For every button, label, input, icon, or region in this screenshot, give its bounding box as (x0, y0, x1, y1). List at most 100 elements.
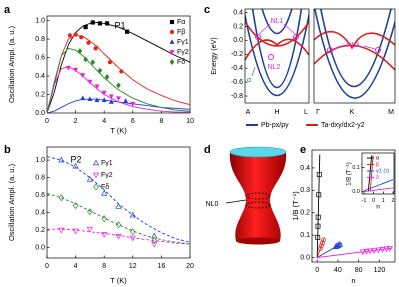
band (314, 9, 395, 99)
data-point (108, 99, 114, 104)
data-point (107, 60, 113, 65)
fit-line (46, 66, 190, 114)
annotation-arrow (258, 23, 271, 35)
x-tick-label: 1 (382, 198, 385, 204)
data-point (151, 237, 158, 245)
legend-marker (93, 183, 99, 191)
data-point (119, 69, 124, 74)
data-point (86, 40, 91, 45)
data-point (94, 97, 100, 102)
x-tick-label: 4 (74, 263, 78, 270)
data-point (79, 35, 84, 40)
k-labels: A H L Γ K M (246, 109, 394, 116)
x-tick-label: 2 (391, 198, 394, 204)
legend-label: β (376, 162, 379, 168)
data-point (371, 248, 378, 254)
surface-body (229, 152, 287, 241)
data-point (315, 214, 321, 220)
data-point (94, 84, 100, 89)
data-point (58, 156, 65, 163)
data-point (386, 246, 393, 252)
annotation: NL1 (271, 18, 284, 25)
surface-bottom (236, 237, 280, 245)
panel-label: e (300, 144, 306, 156)
legend-marker (169, 29, 175, 35)
legend-label: Fγ2 (101, 172, 113, 179)
node-circle (327, 47, 333, 53)
data-point (101, 215, 107, 223)
legend-marker (92, 159, 100, 166)
legend-label: Ta-dxy/dx2-y2 (321, 122, 365, 129)
y-tick-label: 0.0 (35, 244, 45, 251)
annotation-arrow (283, 23, 296, 35)
y-tick-label: -0.4 (231, 65, 243, 72)
plot-frame (361, 152, 395, 195)
legend-label: Fγ1 (177, 39, 189, 46)
data-point (77, 48, 83, 55)
data-point (115, 221, 122, 229)
fit-line (369, 155, 374, 192)
y-tick-label: 0.3 (300, 187, 310, 194)
data-point (90, 59, 96, 66)
band (245, 10, 309, 96)
x-tick-label: 4 (102, 118, 106, 125)
data-point (116, 82, 121, 89)
y-tick-label: 0.6 (35, 54, 45, 61)
y-tick-label: 0.1 (300, 232, 310, 239)
x-tick-label: 120 (374, 267, 386, 274)
legend-label: Fβ (177, 29, 185, 36)
data-point (336, 240, 344, 247)
axis-label: Energy (eV) (211, 37, 218, 74)
data-point (315, 234, 321, 240)
panel-label: b (4, 144, 11, 156)
annotation-arrow (332, 45, 343, 50)
y-tick-label: 0.8 (35, 174, 45, 181)
x-tick-label: 0 (45, 263, 49, 270)
annotation: NL0 (206, 201, 219, 208)
axis-label: T (K) (110, 126, 127, 135)
data-point (83, 56, 88, 63)
panel-title: P1 (114, 20, 125, 30)
legend-label: Fδ (101, 184, 109, 191)
y-tick-label: 0.1 (352, 165, 360, 171)
data-point (80, 73, 86, 78)
annotation: α (247, 77, 251, 84)
legend-label: Fδ (177, 59, 185, 66)
data-point (73, 32, 78, 37)
data-point (101, 97, 107, 102)
data-point (87, 79, 93, 85)
data-point (86, 175, 94, 182)
data-point (315, 223, 321, 229)
fit-line (46, 22, 191, 114)
band (314, 44, 395, 71)
data-point (72, 162, 79, 169)
x-tick-label: 0 (372, 198, 375, 204)
legend-label: Fγ2 (177, 49, 189, 56)
y-tick-label: 0.4 (300, 165, 310, 172)
band (261, 9, 293, 35)
data-point (73, 67, 79, 73)
bands-right (314, 9, 395, 99)
data-point (58, 194, 65, 202)
panel-title: P2 (70, 154, 81, 164)
y-tick-label: -0.6 (231, 79, 243, 86)
axis-label: 1/B (T⁻¹) (291, 191, 300, 221)
y-tick-label: 0.0 (300, 254, 310, 261)
annotation-arrow (251, 66, 256, 77)
x-tick-label: 20 (186, 263, 194, 270)
y-tick-label: 0.4 (233, 9, 243, 16)
k-label: Γ (316, 109, 320, 116)
x-tick-label: 40 (334, 267, 342, 274)
data-point (72, 202, 79, 210)
data-point (97, 67, 103, 74)
legend-marker (92, 172, 100, 179)
axis-label: Oscillation Ampl. (a. u.) (7, 25, 16, 103)
panel-label: d (204, 144, 211, 156)
data-point (317, 246, 323, 252)
data-point (130, 101, 136, 107)
data-point (58, 227, 65, 234)
y-tick-label: 0.4 (35, 73, 45, 80)
data-point (72, 228, 79, 235)
plot-frame (46, 15, 191, 114)
legend-marker (169, 39, 175, 44)
